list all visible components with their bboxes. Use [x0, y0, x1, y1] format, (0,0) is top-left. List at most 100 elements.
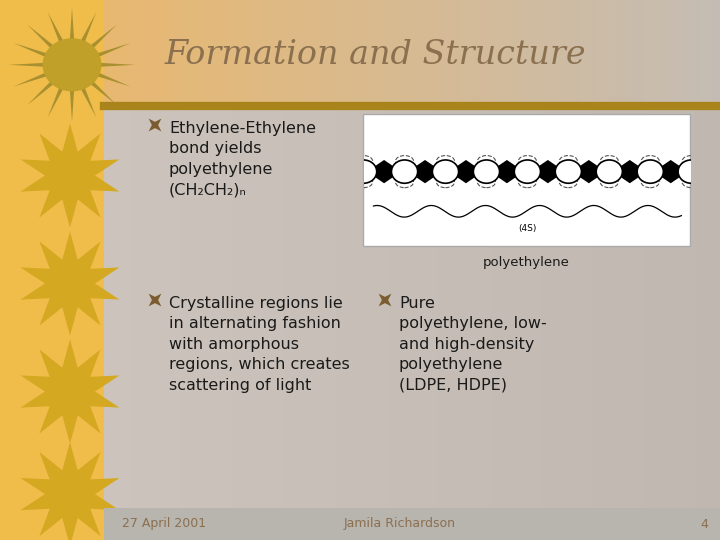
Bar — [545, 0, 546, 110]
Bar — [189, 110, 190, 540]
Text: polyethylene: polyethylene — [482, 256, 570, 269]
Bar — [172, 0, 173, 110]
Bar — [477, 0, 478, 110]
Bar — [157, 0, 158, 110]
Bar — [114, 0, 115, 110]
Bar — [199, 110, 200, 540]
Bar — [491, 110, 492, 540]
Bar — [717, 110, 718, 540]
Bar — [504, 0, 505, 110]
Bar — [320, 0, 321, 110]
Bar — [439, 0, 440, 110]
Bar — [431, 110, 432, 540]
Bar — [138, 0, 139, 110]
Bar — [413, 110, 414, 540]
Bar — [285, 0, 286, 110]
Bar — [319, 110, 320, 540]
Bar — [350, 0, 351, 110]
Bar — [535, 0, 536, 110]
Bar — [665, 0, 666, 110]
Bar — [472, 110, 473, 540]
Bar — [400, 110, 401, 540]
Bar — [270, 110, 271, 540]
Bar — [643, 0, 644, 110]
Bar — [499, 0, 500, 110]
Bar — [634, 0, 635, 110]
Bar — [467, 110, 468, 540]
Bar — [552, 110, 553, 540]
Bar — [163, 0, 164, 110]
Bar — [624, 0, 625, 110]
Bar — [659, 0, 660, 110]
Bar — [570, 0, 571, 110]
Bar — [443, 110, 444, 540]
Bar — [314, 110, 315, 540]
Bar — [148, 110, 149, 540]
Bar — [426, 110, 427, 540]
Bar — [130, 0, 131, 110]
Polygon shape — [90, 81, 117, 105]
Bar — [174, 0, 175, 110]
Bar — [561, 0, 562, 110]
Bar — [695, 0, 696, 110]
Bar — [185, 110, 186, 540]
Bar — [385, 110, 386, 540]
Bar — [368, 0, 369, 110]
Bar — [260, 0, 261, 110]
Bar — [306, 110, 307, 540]
Bar — [136, 0, 137, 110]
Bar — [528, 0, 529, 110]
Bar — [374, 0, 375, 110]
Bar — [423, 110, 424, 540]
Bar — [482, 0, 483, 110]
Bar — [281, 110, 282, 540]
Bar — [195, 0, 196, 110]
Bar — [384, 0, 385, 110]
Bar — [629, 110, 630, 540]
Polygon shape — [81, 12, 96, 43]
Bar — [152, 110, 153, 540]
Text: Ethylene-Ethylene
bond yields
polyethylene
(CH₂CH₂)ₙ: Ethylene-Ethylene bond yields polyethyle… — [169, 121, 316, 197]
Bar — [382, 0, 383, 110]
Bar — [208, 0, 209, 110]
Bar — [250, 110, 251, 540]
Bar — [242, 0, 243, 110]
Bar — [191, 110, 192, 540]
Bar — [550, 0, 551, 110]
Bar — [321, 110, 322, 540]
Polygon shape — [96, 43, 130, 57]
Bar — [402, 110, 403, 540]
Bar — [616, 110, 617, 540]
Bar — [573, 0, 574, 110]
Bar — [719, 110, 720, 540]
Bar — [229, 0, 230, 110]
Polygon shape — [415, 160, 434, 183]
Bar — [622, 0, 623, 110]
Bar — [124, 0, 125, 110]
Bar — [122, 0, 123, 110]
Bar — [579, 110, 580, 540]
Bar — [491, 0, 492, 110]
Bar — [450, 110, 451, 540]
Bar — [398, 110, 399, 540]
Bar — [665, 110, 666, 540]
Bar — [645, 110, 646, 540]
Bar — [510, 110, 511, 540]
Bar — [207, 110, 208, 540]
Bar — [125, 110, 126, 540]
Bar — [696, 110, 697, 540]
Bar — [639, 110, 640, 540]
Bar — [339, 110, 340, 540]
Bar — [458, 110, 459, 540]
Bar — [553, 0, 554, 110]
Bar — [703, 110, 704, 540]
Bar — [230, 0, 231, 110]
Bar — [317, 0, 318, 110]
Bar — [407, 110, 408, 540]
Bar — [398, 0, 399, 110]
Bar — [380, 0, 381, 110]
Bar — [324, 110, 325, 540]
Bar — [124, 110, 125, 540]
Bar — [243, 110, 244, 540]
Bar — [115, 0, 116, 110]
